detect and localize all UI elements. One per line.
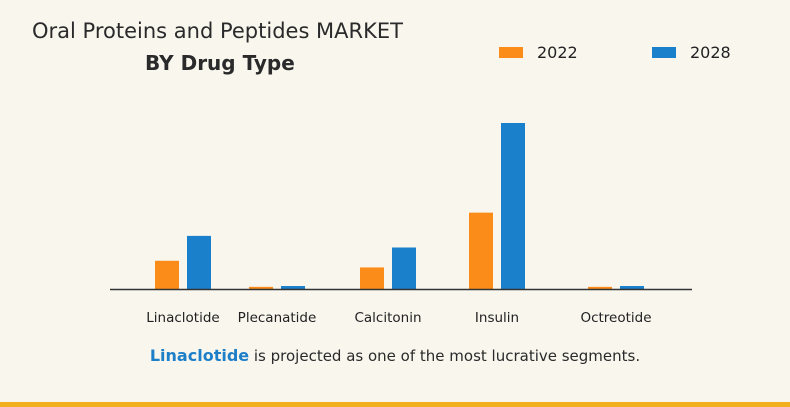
chart-subtitle: BY Drug Type — [145, 51, 295, 75]
legend-item-2022: 2022 — [499, 42, 578, 62]
x-tick-label-insulin: Insulin — [475, 310, 519, 326]
legend-label-2022: 2022 — [537, 42, 578, 62]
bar-octreotide-2028 — [620, 286, 644, 289]
bar-linaclotide-2028 — [187, 235, 211, 289]
bar-calcitonin-2028 — [392, 247, 416, 289]
bar-plecanatide-2022 — [249, 286, 273, 289]
bar-linaclotide-2022 — [155, 260, 179, 289]
bar-insulin-2028 — [501, 123, 525, 289]
x-tick-label-linaclotide: Linaclotide — [146, 310, 219, 326]
caption: Linaclotide is projected as one of the m… — [0, 346, 790, 365]
x-tick-label-calcitonin: Calcitonin — [354, 310, 421, 326]
x-tick-label-plecanatide: Plecanatide — [238, 310, 317, 326]
legend-swatch-2028 — [652, 46, 676, 58]
bottom-accent-bar — [0, 402, 790, 407]
bar-calcitonin-2022 — [360, 267, 384, 289]
chart-title: Oral Proteins and Peptides MARKET — [32, 19, 403, 43]
x-tick-label-octreotide: Octreotide — [580, 310, 651, 326]
legend-item-2028: 2028 — [652, 42, 731, 62]
bar-insulin-2022 — [469, 212, 493, 289]
caption-highlight: Linaclotide — [149, 346, 250, 365]
legend-swatch-2022 — [499, 46, 523, 58]
bar-plecanatide-2028 — [281, 286, 305, 289]
legend-label-2028: 2028 — [690, 42, 731, 62]
bar-octreotide-2022 — [588, 286, 612, 289]
caption-text: is projected as one of the most lucrativ… — [249, 347, 641, 365]
